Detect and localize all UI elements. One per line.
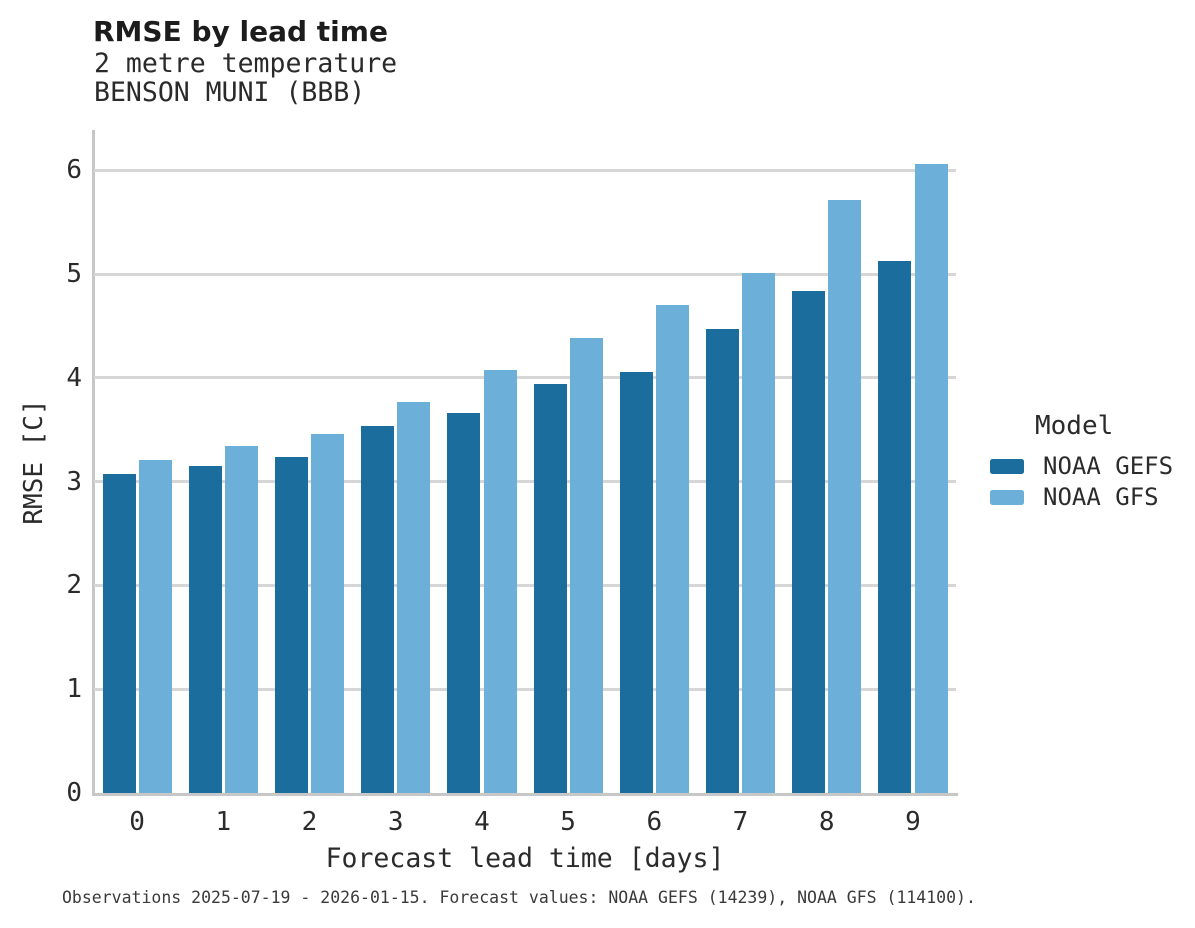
bar-day7-noaa-gefs (705, 329, 739, 793)
x-axis-tick-labels: 0 1 2 3 4 5 6 7 8 9 (94, 806, 956, 840)
chart-subtitle-station: BENSON MUNI (BBB) (94, 77, 366, 108)
y-tick-1: 1 (66, 674, 82, 705)
bar-day4-noaa-gfs (483, 369, 517, 793)
x-tick-3: 3 (387, 807, 404, 837)
bar-day4-noaa-gefs (447, 413, 481, 793)
legend-item-noaa-gefs: NOAA GEFS (990, 451, 1190, 481)
bar-day9-noaa-gefs (878, 260, 912, 793)
x-tick-5: 5 (560, 807, 576, 837)
gridline-y4 (94, 376, 956, 380)
footer-caption: Observations 2025-07-19 - 2026-01-15. Fo… (62, 888, 976, 907)
bar-day2-noaa-gefs (274, 456, 308, 793)
legend-title: Model (1035, 411, 1114, 441)
bar-day0-noaa-gfs (138, 459, 172, 793)
x-tick-6: 6 (646, 807, 663, 837)
bar-day1-noaa-gefs (188, 466, 222, 793)
plot-area (94, 130, 956, 793)
chart-title: RMSE by lead time (93, 15, 388, 48)
y-tick-0: 0 (66, 778, 82, 808)
x-tick-7: 7 (732, 807, 749, 837)
bar-day5-noaa-gefs (533, 384, 567, 793)
legend-swatch-gefs-icon (990, 458, 1024, 474)
x-tick-9: 9 (905, 807, 921, 837)
y-tick-2: 2 (66, 570, 82, 601)
bar-day1-noaa-gfs (224, 446, 258, 793)
y-axis-spine (92, 130, 95, 796)
y-tick-5: 5 (66, 259, 82, 290)
bar-day5-noaa-gfs (569, 337, 603, 793)
gridline-y1 (94, 687, 956, 691)
x-tick-4: 4 (474, 807, 490, 837)
bar-day9-noaa-gfs (914, 164, 948, 793)
x-axis-spine (92, 793, 958, 796)
legend-swatch-gfs-icon (990, 489, 1024, 505)
chart-subtitle-variable: 2 metre temperature (94, 48, 398, 79)
bar-day3-noaa-gefs (361, 425, 395, 793)
gridline-y5 (94, 272, 956, 276)
bar-day8-noaa-gefs (792, 290, 826, 793)
y-tick-6: 6 (66, 155, 82, 186)
x-axis-title: Forecast lead time [days] (325, 843, 725, 874)
bar-day6-noaa-gfs (655, 305, 689, 793)
bar-day2-noaa-gfs (311, 434, 345, 793)
bar-day6-noaa-gefs (619, 371, 653, 793)
y-tick-3: 3 (66, 466, 82, 497)
bar-day7-noaa-gfs (742, 273, 776, 793)
legend-label-gefs: NOAA GEFS (1043, 452, 1174, 480)
x-tick-0: 0 (129, 807, 145, 837)
legend-label-gfs: NOAA GFS (1043, 483, 1159, 511)
y-axis-title: RMSE [C] (19, 399, 49, 525)
legend: Model NOAA GEFS NOAA GFS (990, 410, 1190, 512)
bar-day0-noaa-gefs (102, 474, 136, 793)
gridline-y3 (94, 480, 956, 484)
bar-day3-noaa-gfs (397, 401, 431, 793)
x-tick-2: 2 (301, 807, 318, 837)
x-tick-1: 1 (215, 807, 232, 837)
gridline-y2 (94, 584, 956, 587)
bar-day8-noaa-gfs (828, 199, 862, 793)
gridline-y6 (94, 168, 956, 172)
legend-item-noaa-gfs: NOAA GFS (990, 482, 1190, 512)
y-tick-4: 4 (66, 362, 82, 393)
x-tick-8: 8 (818, 807, 835, 837)
